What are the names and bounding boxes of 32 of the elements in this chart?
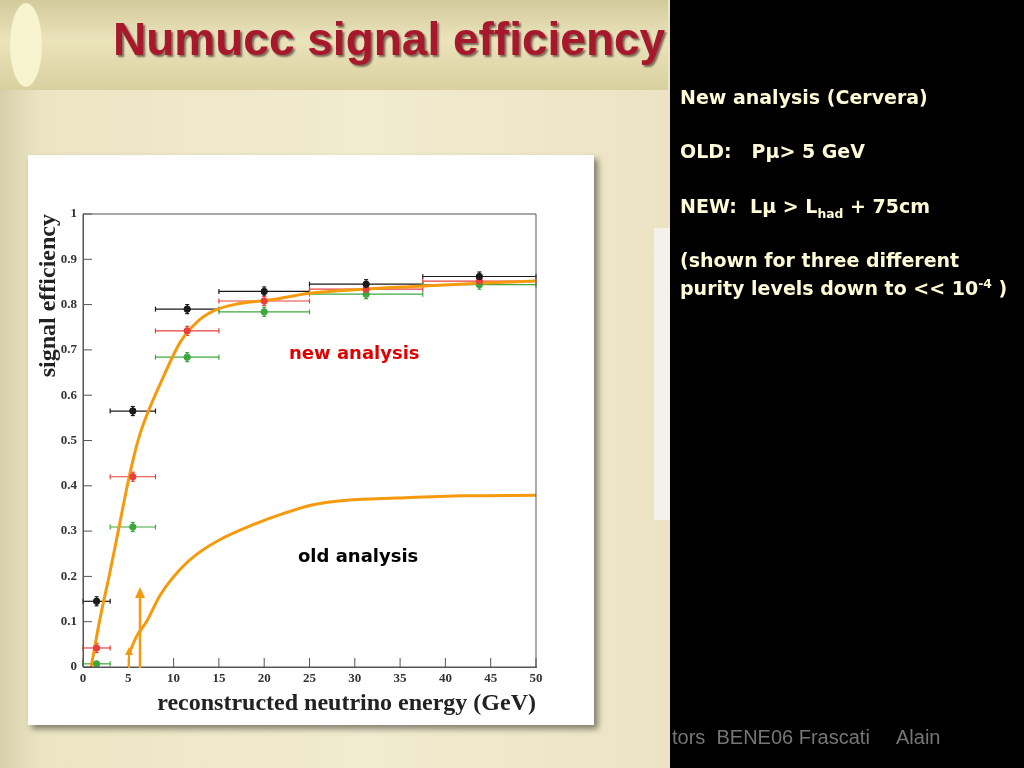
text: OLD: Pμ> 5 GeV [680, 139, 865, 164]
y-axis-title: signal efficiency [33, 214, 60, 378]
y-tick-label: 0.6 [60, 386, 78, 402]
y-tick-label: 0.3 [60, 522, 78, 538]
x-tick-label: 40 [438, 670, 452, 686]
y-tick-label: 0.8 [60, 295, 78, 311]
text: NEW: Lμ > L$_{had}$ + 75cm [680, 194, 931, 221]
series-label: old analysis [298, 545, 419, 567]
y-tick-label: 0.5 [60, 431, 78, 447]
y-tick-label: 0.2 [60, 567, 77, 583]
text: New analysis (Cervera) [680, 85, 928, 110]
y-tick-label: 0 [70, 658, 77, 674]
x-tick-label: 5 [125, 670, 133, 686]
text: new analysis [289, 342, 420, 364]
x-tick-label: 35 [393, 670, 408, 686]
text: (shown for three different purity levels down to << 10$^{-4}$ ) [680, 248, 1009, 301]
x-tick-label: 50 [529, 670, 543, 686]
y-tick-label: 0.4 [60, 477, 78, 493]
x-tick-label: 30 [348, 670, 362, 686]
x-tick-label: 25 [303, 670, 317, 686]
chart-title: Numucc signal efficiency [113, 13, 666, 65]
x-tick-label: 10 [167, 670, 181, 686]
x-axis-title: reconstructed neutrino energy (GeV) [157, 688, 536, 715]
y-tick-label: 1 [70, 205, 77, 221]
y-tick-label: 0.9 [60, 250, 78, 266]
x-tick-label: 20 [257, 670, 271, 686]
y-tick-label: 0.7 [60, 341, 78, 357]
text: Alain [896, 725, 941, 749]
x-tick-label: 45 [484, 670, 498, 686]
x-tick-label: 15 [212, 670, 226, 686]
y-tick-label: 0.1 [60, 613, 77, 629]
text: tors BENE06 Frascati [672, 725, 870, 749]
